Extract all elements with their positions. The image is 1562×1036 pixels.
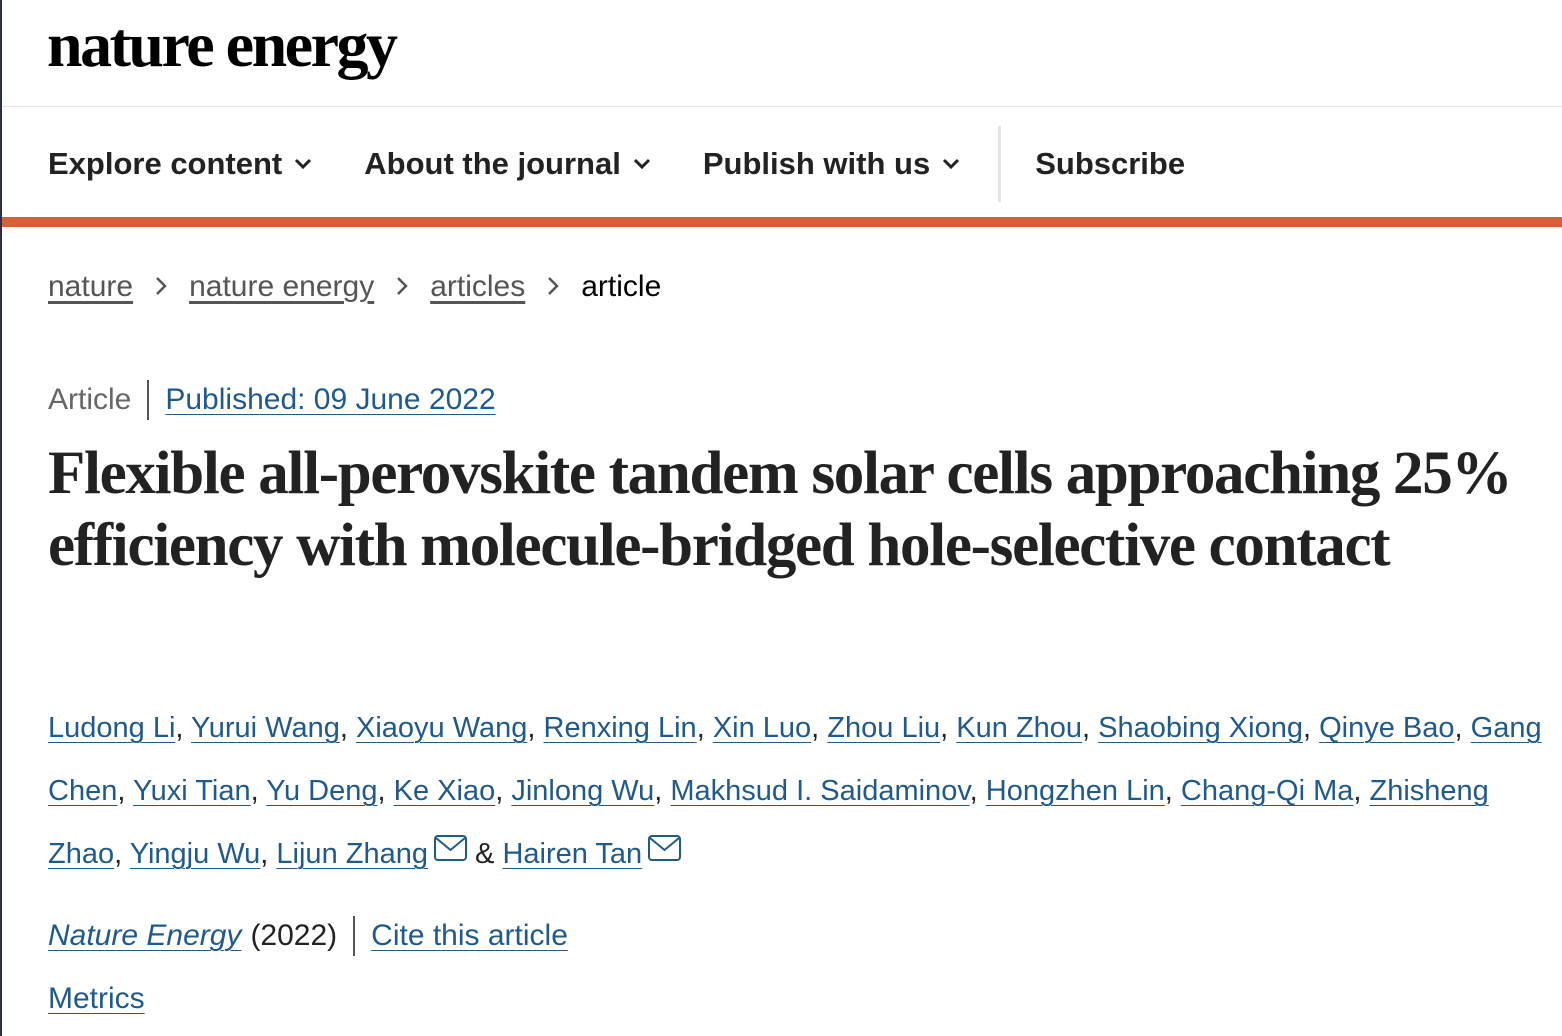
nav-divider (998, 126, 1002, 202)
journal-link[interactable]: Nature Energy (48, 919, 242, 952)
crumb-chevron (397, 277, 408, 295)
author-separator: , (654, 775, 663, 807)
author-link[interactable]: Hairen Tan (502, 838, 643, 870)
author-link[interactable]: Yu Deng (266, 775, 378, 807)
author-link[interactable]: Jinlong Wu (511, 775, 655, 807)
article-type: Article (48, 383, 132, 416)
author-link[interactable]: Ludong Li (48, 712, 176, 744)
author-link[interactable]: Yuxi Tian (132, 775, 251, 807)
author-separator: , (527, 712, 536, 744)
author-separator: , (495, 775, 504, 807)
author-separator: , (1164, 775, 1173, 807)
author-separator: , (1353, 775, 1362, 807)
article-meta: Article Published: 09 June 2022 (48, 380, 496, 420)
author-separator: , (696, 712, 705, 744)
logo[interactable]: nature energy (47, 9, 398, 80)
breadcrumb-link[interactable]: nature (48, 270, 134, 303)
year: (2022) (250, 919, 338, 952)
author-link[interactable]: Shaobing Xiong (1098, 712, 1303, 744)
metrics-link[interactable]: Metrics (48, 982, 145, 1015)
citation: Nature Energy (2022) Cite this article (48, 916, 568, 956)
author-separator: , (969, 775, 978, 807)
author-link[interactable]: Yingju Wu (129, 838, 261, 870)
nav-label[interactable]: Subscribe (1035, 146, 1186, 181)
author-link[interactable]: Kun Zhou (956, 712, 1083, 744)
chevron (943, 158, 960, 170)
nav-item[interactable]: Publish with us (703, 146, 960, 182)
author-separator: , (250, 775, 259, 807)
email-icon (648, 835, 682, 861)
published-date[interactable]: Published: 09 June 2022 (165, 383, 496, 416)
breadcrumb-separator (547, 270, 560, 304)
author-separator: , (1302, 712, 1312, 744)
crumb-chevron (156, 277, 167, 295)
author-separator: , (260, 838, 269, 870)
author-separator: , (114, 838, 123, 870)
nav-item[interactable]: Explore content (48, 146, 312, 182)
accent-bar (2, 217, 1562, 227)
breadcrumb-separator (155, 270, 167, 304)
author-separator: , (175, 712, 184, 744)
author-separator: , (811, 712, 820, 744)
author-separator: , (339, 712, 348, 744)
crumb-chevron (548, 277, 560, 295)
author-link[interactable]: Lijun Zhang (276, 838, 428, 870)
cite-link[interactable]: Cite this article (371, 919, 568, 952)
author-link[interactable]: Xin Luo (712, 712, 812, 744)
meta-divider (147, 380, 150, 420)
breadcrumb-separator (396, 270, 408, 304)
author-list: Ludong Li, Yurui Wang, Xiaoyu Wang, Renx… (48, 697, 1548, 886)
author-link[interactable]: Chang-Qi Ma (1180, 775, 1354, 807)
author-link[interactable]: Renxing Lin (543, 712, 697, 744)
author-link[interactable]: Ke Xiao (393, 775, 496, 807)
breadcrumb-link[interactable]: articles (430, 270, 526, 303)
chevron (295, 158, 312, 170)
chevron (633, 158, 650, 170)
author-separator: , (117, 775, 126, 807)
author-conjunction: & (475, 838, 495, 870)
author-separator: , (940, 712, 949, 744)
nav-label[interactable]: About the journal (364, 146, 621, 181)
author-separator: , (377, 775, 386, 807)
breadcrumb-link[interactable]: nature energy (189, 270, 375, 303)
author-separator: , (1082, 712, 1091, 744)
nav-label[interactable]: Publish with us (702, 146, 931, 181)
nav-item[interactable]: Subscribe (1035, 146, 1185, 182)
author-link[interactable]: Zhisheng Zhao (48, 775, 1489, 870)
author-link[interactable]: Makhsud I. Saidaminov (670, 775, 970, 807)
nav: Explore content About the journal Publish … (48, 126, 1237, 202)
author-separator: , (1454, 712, 1463, 744)
cite-divider (353, 916, 356, 956)
author-link[interactable]: Xiaoyu Wang (355, 712, 528, 744)
author-link[interactable]: Gang Chen (48, 712, 1542, 807)
author-link[interactable]: Qinye Bao (1319, 712, 1455, 744)
author-link[interactable]: Yurui Wang (191, 712, 340, 744)
breadcrumbs: nature nature energy articles article (48, 270, 661, 304)
article-title: Flexible all-perovskite tandem solar cel… (48, 440, 1512, 579)
author-link[interactable]: Zhou Liu (827, 712, 941, 744)
author-link[interactable]: Hongzhen Lin (985, 775, 1165, 807)
nav-label[interactable]: Explore content (48, 146, 283, 181)
header-divider (2, 106, 1562, 107)
email-icon (433, 835, 467, 861)
breadcrumb-current: article (581, 270, 662, 303)
nav-item[interactable]: About the journal (364, 146, 651, 182)
